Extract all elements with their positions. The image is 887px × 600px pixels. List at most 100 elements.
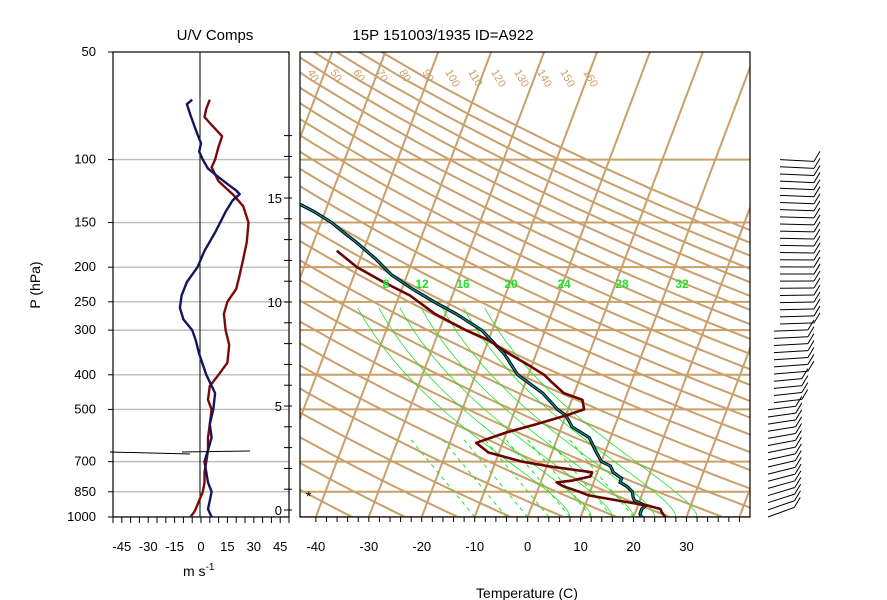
dry-adiabat <box>300 134 750 355</box>
isotherm-line <box>579 64 750 517</box>
wind-barb <box>773 363 808 368</box>
uv-y-tick-label-100: 100 <box>74 152 96 167</box>
skewt-x-tick-label-7: 30 <box>679 539 693 554</box>
dry-adiabat <box>300 71 750 297</box>
wind-barb <box>767 493 795 504</box>
mixing-ratio-line <box>567 437 634 517</box>
uv-x-tick-label-5: 30 <box>247 539 261 554</box>
dry-adiabat <box>300 488 355 517</box>
wind-barb-flag <box>813 186 821 197</box>
mixing-ratio-line <box>546 437 613 517</box>
uv-y-tick-label-1000: 1000 <box>67 509 96 524</box>
theta-label-1: 50 <box>327 68 344 85</box>
mixing-ratio-label-5: 28 <box>615 277 629 291</box>
isotherm-line <box>0 17 28 524</box>
wind-barb <box>773 370 808 375</box>
wind-barb <box>779 159 814 162</box>
wind-barb-flag <box>813 151 821 162</box>
wind-barb <box>773 350 808 354</box>
wind-barb <box>779 180 814 184</box>
wind-barb-flag <box>807 340 815 351</box>
wind-barb <box>767 439 796 447</box>
wind-barb-flag <box>813 284 821 296</box>
moist-adiabat <box>357 307 571 517</box>
dry-adiabat <box>300 461 408 517</box>
isotherm-line <box>473 52 652 517</box>
mixing-ratio-line <box>525 437 592 517</box>
wind-barb-flag <box>807 319 815 331</box>
isotherm-line <box>420 52 599 517</box>
wind-barb-flag <box>813 165 821 176</box>
wind-barb-flag <box>813 221 821 233</box>
uv-y-tick-label-850: 850 <box>74 484 96 499</box>
wind-barb <box>767 433 796 439</box>
wind-barb <box>779 322 814 325</box>
mixing-ratio-line <box>504 437 571 517</box>
wind-barb-flag <box>813 172 821 183</box>
skewt-x-tick-label-2: -20 <box>412 539 431 554</box>
wind-barb-flag <box>807 347 815 358</box>
theta-label-8: 120 <box>488 68 508 90</box>
skewt-mixing-labels: 8 12 16 20 24 28 32 <box>383 277 689 291</box>
wind-barb-flag <box>795 430 802 441</box>
skewt-profiles <box>300 202 667 517</box>
uv-y-ticks: 50 100 150 200 250 300 400 500 700 850 1000 <box>67 44 113 524</box>
wind-barb <box>767 506 795 518</box>
uv-x-tick-label-3: 0 <box>197 539 204 554</box>
dry-adiabat <box>300 101 750 326</box>
theta-label-2: 60 <box>350 68 367 85</box>
skewt-x-tick-label-0: -40 <box>306 539 325 554</box>
dry-adiabat <box>300 86 750 311</box>
moist-adiabat <box>378 307 592 517</box>
isotherm-line <box>738 486 750 517</box>
wind-barb-flag <box>813 312 821 324</box>
dry-adiabat <box>300 185 750 403</box>
uv-y-tick-label-50: 50 <box>82 44 96 59</box>
wind-barb <box>773 329 808 332</box>
height-label-1: 5 <box>275 399 282 414</box>
wind-barb-flag <box>794 483 802 495</box>
uv-y-tick-label-500: 500 <box>74 401 96 416</box>
uv-series-v <box>178 98 241 517</box>
uv-gridlines <box>113 158 289 517</box>
skewt-background <box>0 17 750 524</box>
wind-barb <box>779 237 815 240</box>
wind-barb <box>779 194 814 198</box>
theta-label-9: 130 <box>511 68 531 90</box>
wind-barb-flag <box>813 305 821 317</box>
wind-barb <box>773 391 802 396</box>
wind-barb-flag <box>807 354 815 365</box>
wind-barb <box>773 356 808 361</box>
moist-adiabat <box>441 307 656 517</box>
wind-barb-flag <box>801 389 809 400</box>
wind-barb-flag <box>794 450 802 461</box>
wind-barb <box>773 385 802 389</box>
wind-barb <box>767 460 796 468</box>
wind-barb-flag <box>807 326 815 338</box>
wind-barb-flag <box>794 477 802 488</box>
height-label-3: 15 <box>268 191 282 206</box>
isotherm-line <box>300 52 387 282</box>
uv-x-tick-label-0: -45 <box>112 539 131 554</box>
wind-barb-flag <box>794 457 802 468</box>
wind-barb <box>773 398 802 404</box>
uv-y-tick-label-200: 200 <box>74 259 96 274</box>
theta-label-10: 140 <box>534 68 554 90</box>
wind-barb <box>767 480 796 489</box>
wind-barb <box>779 230 815 233</box>
dry-adiabat <box>300 278 750 490</box>
uv-x-tick-label-1: -30 <box>139 539 158 554</box>
wind-barb <box>767 412 796 418</box>
uv-series-group <box>178 98 250 517</box>
wind-barb-flag <box>795 436 802 448</box>
wind-barb-flag <box>813 200 821 212</box>
wind-barb <box>779 173 814 176</box>
mixing-ratio-line <box>483 437 550 517</box>
wind-barb-flag <box>813 291 821 303</box>
dewpoint-profile <box>300 203 647 517</box>
uv-x-axis-title-sup: -1 <box>206 562 215 573</box>
skewt-x-tick-label-3: -10 <box>465 539 484 554</box>
wind-barb-flag <box>807 333 815 344</box>
wind-barb <box>779 301 815 304</box>
skewt-x-ticks: -40 -30 -20 -10 0 10 20 30 <box>306 517 740 554</box>
